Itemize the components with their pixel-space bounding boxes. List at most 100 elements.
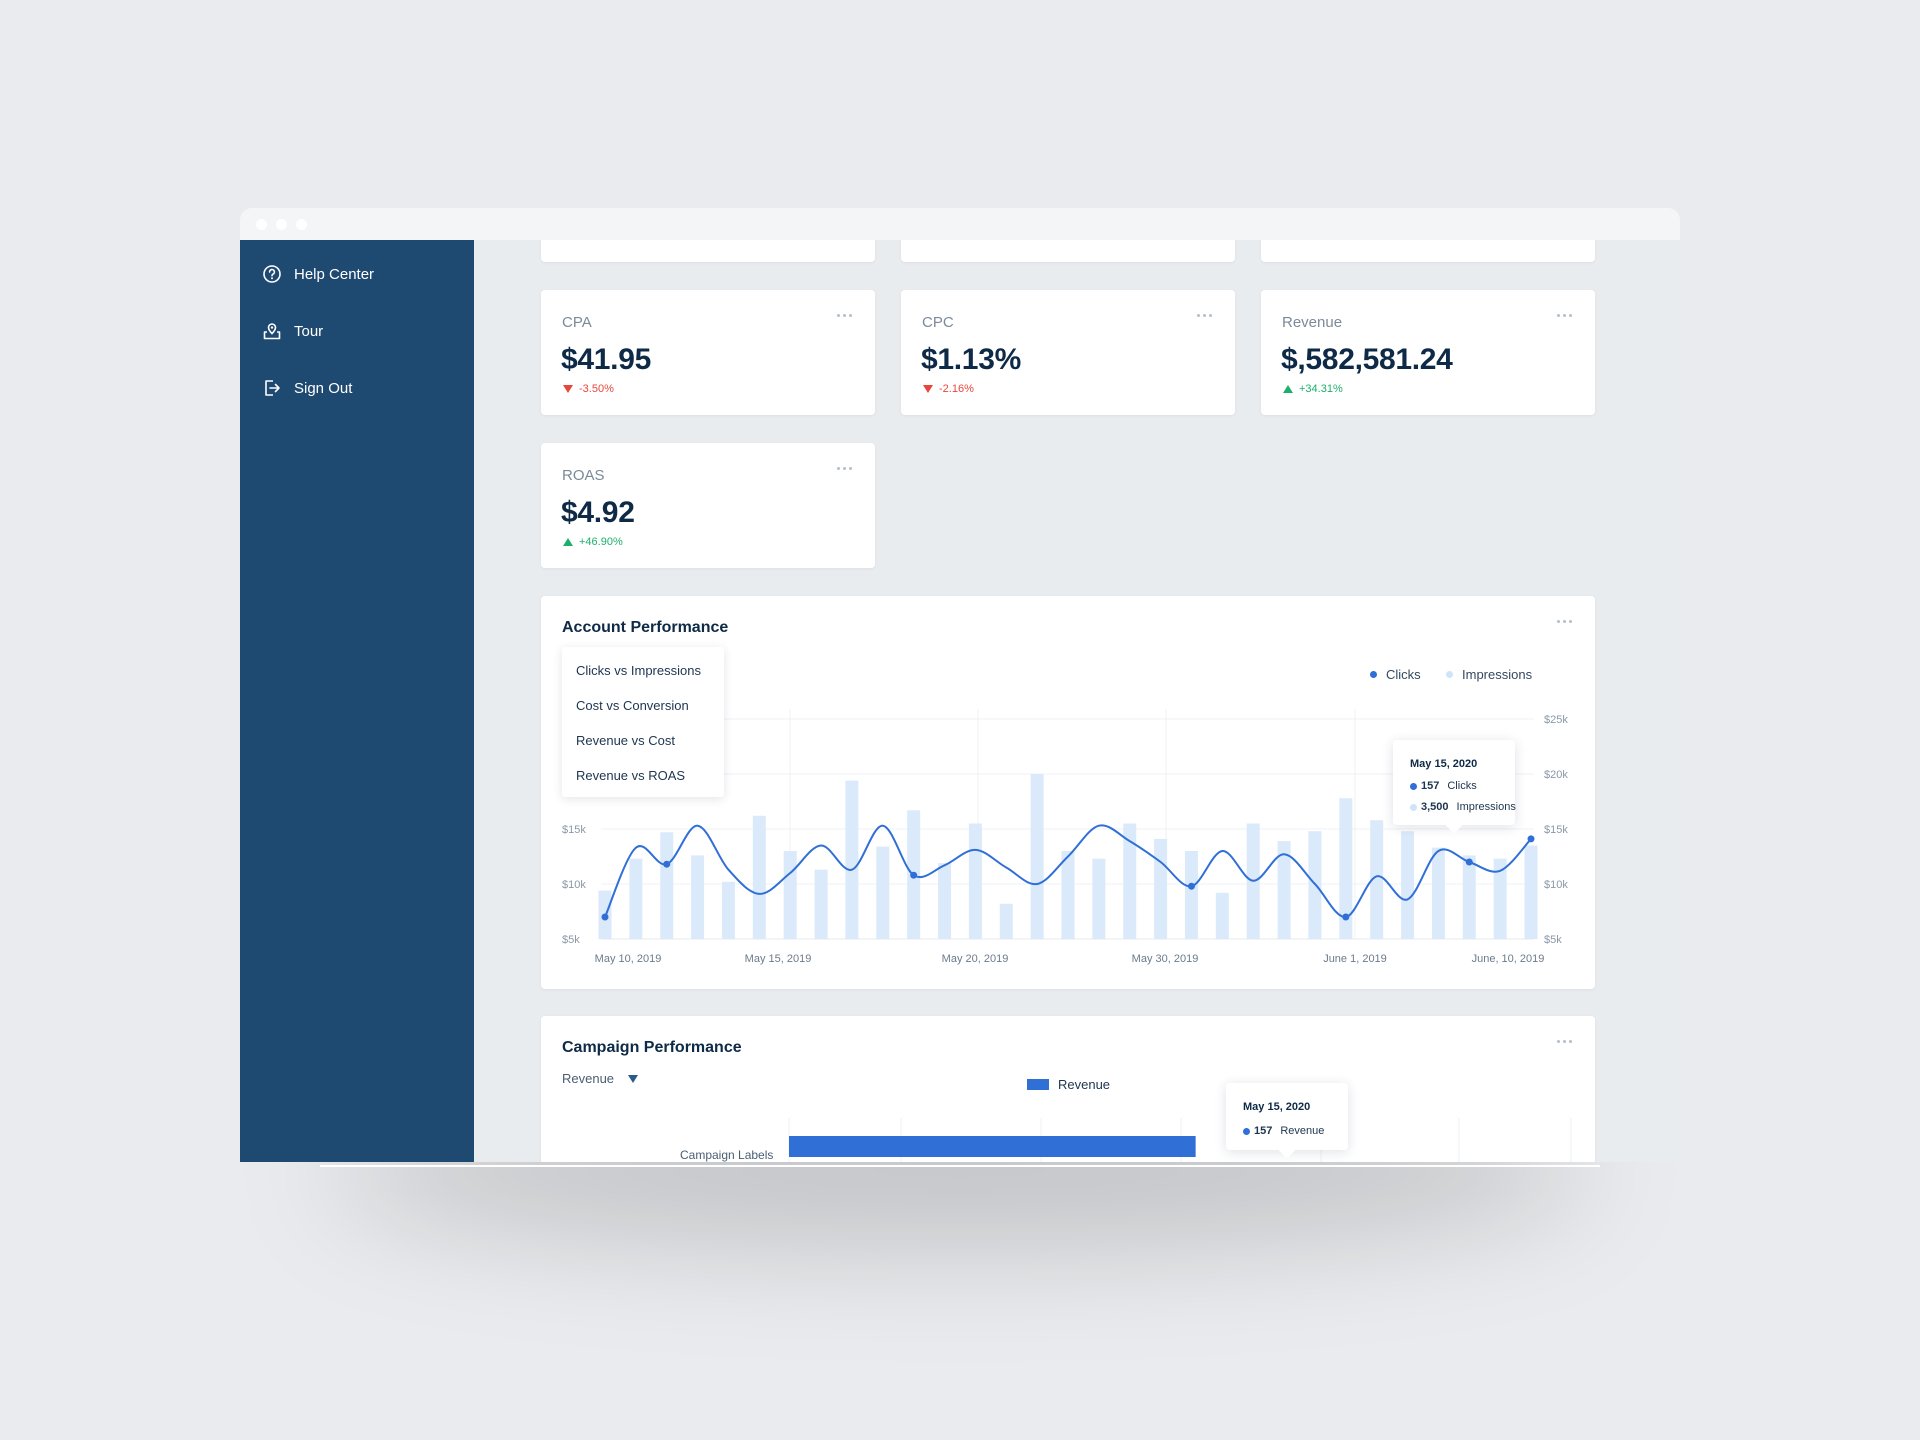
- dropdown-option[interactable]: Cost vs Conversion: [576, 698, 689, 713]
- metric-select[interactable]: Revenue: [562, 1071, 639, 1086]
- sidebar-item-label: Help Center: [294, 265, 375, 283]
- legend-revenue[interactable]: Revenue: [1027, 1077, 1110, 1092]
- impressions-bar[interactable]: [691, 855, 705, 939]
- account-performance-card: Account Performance Clicks vs Impression…: [541, 596, 1595, 989]
- impressions-bar[interactable]: [1277, 841, 1291, 939]
- more-options-icon[interactable]: [837, 467, 857, 473]
- kpi-card-cpc: CPC $1.13% -2.16%: [901, 290, 1235, 415]
- x-tick: May 30, 2019: [1132, 953, 1199, 965]
- clicks-point[interactable]: [1527, 835, 1535, 843]
- more-options-icon[interactable]: [1557, 1040, 1577, 1046]
- impressions-bar[interactable]: [783, 851, 797, 939]
- dropdown-option[interactable]: Revenue vs Cost: [576, 733, 675, 748]
- campaign-performance-chart: [788, 1118, 1572, 1162]
- kpi-value: $4.92: [561, 496, 635, 529]
- impressions-bar[interactable]: [629, 858, 643, 939]
- kpi-value: $1.13%: [921, 343, 1021, 376]
- impressions-bar[interactable]: [1061, 851, 1075, 939]
- clicks-point[interactable]: [1187, 882, 1195, 890]
- kpi-label: CPC: [922, 314, 954, 331]
- impressions-bar[interactable]: [1370, 820, 1384, 939]
- more-options-icon[interactable]: [1557, 620, 1577, 626]
- x-tick: June, 10, 2019: [1472, 953, 1545, 965]
- x-tick: May 10, 2019: [595, 953, 662, 965]
- impressions-bar[interactable]: [938, 863, 952, 939]
- impressions-bar[interactable]: [845, 780, 859, 939]
- impressions-bar[interactable]: [876, 846, 890, 939]
- dropdown-option[interactable]: Clicks vs Impressions: [576, 663, 701, 678]
- sidebar-item-tour[interactable]: Tour: [262, 319, 323, 343]
- impressions-bar[interactable]: [1030, 774, 1044, 939]
- tooltip-date: May 15, 2020: [1243, 1101, 1311, 1113]
- impressions-bar[interactable]: [1493, 858, 1507, 939]
- clicks-point[interactable]: [1465, 858, 1473, 866]
- tooltip-row-revenue: 157 Revenue: [1243, 1125, 1324, 1137]
- impressions-bar[interactable]: [1123, 823, 1137, 940]
- kpi-delta: -2.16%: [923, 383, 974, 395]
- kpi-value: $,582,581.24: [1281, 343, 1453, 376]
- clicks-point[interactable]: [910, 871, 918, 879]
- kpi-card-revenue: Revenue $,582,581.24 +34.31%: [1261, 290, 1595, 415]
- kpi-card-partial: [1261, 240, 1595, 262]
- sign-out-icon: [265, 380, 280, 396]
- x-tick: May 15, 2019: [745, 953, 812, 965]
- tooltip-value: 157: [1254, 1125, 1273, 1137]
- kpi-delta: -3.50%: [563, 383, 614, 395]
- y-tick-right: $15k: [1544, 824, 1568, 836]
- kpi-delta-value: -3.50%: [579, 383, 614, 395]
- impressions-bar[interactable]: [968, 823, 982, 940]
- impressions-bar[interactable]: [721, 881, 735, 939]
- kpi-delta-value: +34.31%: [1299, 383, 1343, 395]
- arrow-down-icon: [563, 385, 573, 393]
- impressions-bar[interactable]: [752, 815, 766, 939]
- impressions-bar[interactable]: [1462, 855, 1476, 939]
- impressions-bar[interactable]: [660, 832, 674, 939]
- impressions-bar[interactable]: [1431, 847, 1445, 939]
- x-tick: May 20, 2019: [942, 953, 1009, 965]
- chart-tooltip: May 15, 2020 157 Revenue: [1226, 1083, 1348, 1159]
- kpi-card-cpa: CPA $41.95 -3.50%: [541, 290, 875, 415]
- arrow-up-icon: [563, 538, 573, 546]
- tooltip-row-impressions: 3,500 Impressions: [1410, 801, 1516, 813]
- more-options-icon[interactable]: [1557, 314, 1577, 320]
- sidebar-item-help-center[interactable]: Help Center: [262, 262, 374, 286]
- impressions-bar[interactable]: [1184, 851, 1198, 939]
- window-dot-maximize[interactable]: [296, 219, 307, 230]
- legend-impressions[interactable]: Impressions: [1446, 667, 1532, 682]
- impressions-bar[interactable]: [1215, 892, 1229, 939]
- tooltip-date: May 15, 2020: [1410, 758, 1478, 770]
- legend-label: Impressions: [1462, 667, 1533, 682]
- clicks-point[interactable]: [601, 913, 609, 921]
- tooltip-label: Revenue: [1280, 1125, 1325, 1137]
- tooltip-value: 3,500: [1421, 801, 1449, 813]
- impressions-bar[interactable]: [1524, 845, 1538, 940]
- impressions-bar[interactable]: [1092, 858, 1106, 939]
- more-options-icon[interactable]: [1197, 314, 1217, 320]
- campaign-performance-card: Campaign Performance Revenue Revenue Cam…: [541, 1016, 1595, 1162]
- kpi-delta-value: -2.16%: [939, 383, 974, 395]
- account-performance-chart: $5k $10k $15k $5k $10k $15k $20k $25k May 10, 20…: [562, 709, 1568, 965]
- y-tick-right: $20k: [1544, 769, 1568, 781]
- clicks-series-line: [604, 824, 1532, 918]
- y-tick-right: $25k: [1544, 714, 1568, 726]
- clicks-point[interactable]: [1342, 913, 1350, 921]
- legend-clicks[interactable]: Clicks: [1370, 667, 1421, 682]
- impressions-bar[interactable]: [999, 903, 1013, 939]
- tooltip-value: 157: [1421, 780, 1440, 792]
- legend-swatch: [1027, 1079, 1049, 1090]
- kpi-delta-value: +46.90%: [579, 536, 623, 548]
- impressions-bar[interactable]: [1154, 838, 1168, 939]
- impressions-bar[interactable]: [1401, 831, 1415, 939]
- window-dot-close[interactable]: [256, 219, 267, 230]
- y-tick-right: $10k: [1544, 879, 1568, 891]
- impressions-bar[interactable]: [814, 869, 828, 939]
- chart-tooltip: May 15, 2020 157 Clicks 3,500 Impression…: [1393, 740, 1516, 834]
- sidebar-item-sign-out[interactable]: Sign Out: [262, 376, 352, 400]
- clicks-point[interactable]: [663, 860, 671, 868]
- kpi-delta: +34.31%: [1283, 383, 1343, 395]
- window-dot-minimize[interactable]: [276, 219, 287, 230]
- more-options-icon[interactable]: [837, 314, 857, 320]
- impressions-bar[interactable]: [1339, 798, 1353, 939]
- bottom-edge: [320, 1165, 1600, 1167]
- dropdown-option[interactable]: Revenue vs ROAS: [576, 768, 686, 783]
